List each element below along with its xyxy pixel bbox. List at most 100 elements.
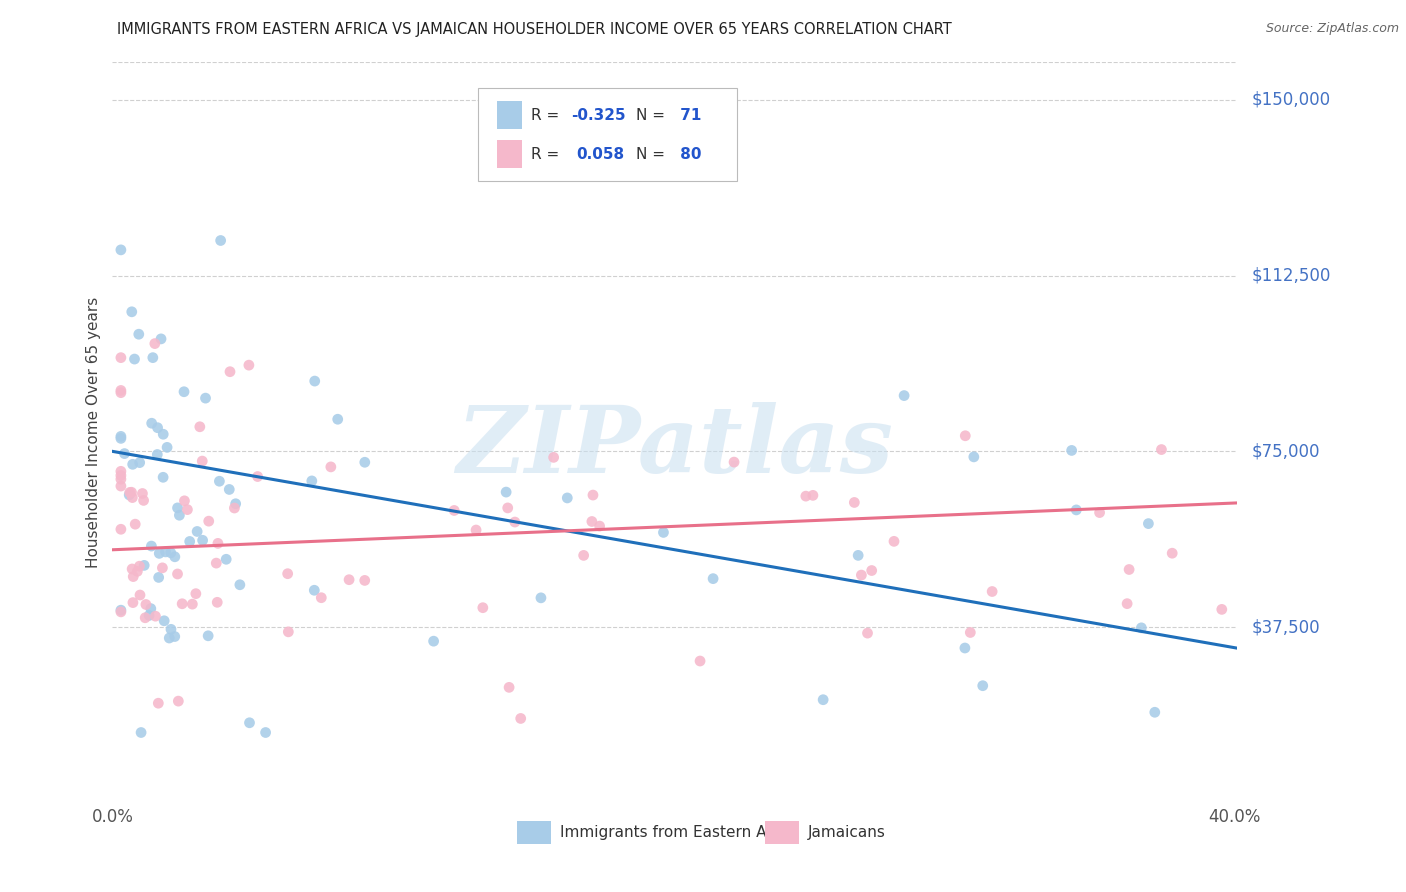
Point [163, 549, 186, 564]
Point [689, 654, 711, 668]
Point [110, 243, 132, 257]
Point [702, 572, 724, 586]
Text: $75,000: $75,000 [1251, 442, 1320, 460]
Point [129, 725, 152, 739]
Point [219, 365, 242, 379]
Point [184, 587, 207, 601]
Point [1116, 597, 1139, 611]
Point [191, 533, 214, 548]
Point [110, 468, 132, 483]
Point [110, 603, 132, 617]
Text: 80: 80 [675, 147, 702, 161]
Point [121, 458, 143, 472]
Bar [765, 822, 799, 844]
Point [254, 725, 277, 739]
Point [128, 559, 150, 574]
Point [169, 508, 191, 523]
Text: $150,000: $150,000 [1251, 91, 1330, 109]
Point [246, 469, 269, 483]
Point [122, 569, 145, 583]
Point [1066, 503, 1088, 517]
Point [121, 491, 143, 505]
Point [582, 488, 605, 502]
Point [225, 497, 247, 511]
Point [1150, 442, 1173, 457]
Point [1088, 506, 1111, 520]
Point [215, 552, 238, 566]
Point [124, 517, 146, 532]
Point [238, 358, 260, 372]
Point [138, 608, 160, 623]
Point [110, 429, 132, 443]
Point [844, 495, 866, 509]
Point [422, 634, 444, 648]
Point [972, 679, 994, 693]
Point [121, 485, 143, 500]
Point [723, 455, 745, 469]
Point [224, 501, 246, 516]
Text: R =: R = [531, 147, 569, 161]
Point [146, 420, 169, 434]
Point [1161, 546, 1184, 560]
Point [163, 630, 186, 644]
Point [148, 696, 170, 710]
Text: 0.058: 0.058 [576, 147, 624, 161]
Point [156, 441, 179, 455]
Text: N =: N = [636, 147, 669, 161]
Bar [517, 822, 551, 844]
Bar [498, 101, 522, 129]
Point [152, 427, 174, 442]
Point [301, 474, 323, 488]
Point [856, 626, 879, 640]
Point [110, 431, 132, 445]
Text: 71: 71 [675, 108, 702, 122]
Point [172, 597, 194, 611]
Point [191, 454, 214, 468]
Point [277, 624, 299, 639]
Point [846, 549, 869, 563]
Point [166, 566, 188, 581]
Point [152, 561, 174, 575]
Point [496, 500, 519, 515]
Point [145, 609, 167, 624]
Point [150, 332, 173, 346]
Point [148, 546, 170, 560]
Point [141, 416, 163, 430]
Point [311, 591, 333, 605]
Text: -0.325: -0.325 [571, 108, 626, 122]
Point [188, 419, 211, 434]
Point [981, 584, 1004, 599]
Point [134, 558, 156, 573]
Point [118, 485, 141, 500]
Point [148, 570, 170, 584]
Text: ZIPatlas: ZIPatlas [457, 402, 893, 492]
Point [135, 598, 157, 612]
Point [181, 597, 204, 611]
Point [121, 305, 143, 319]
Point [179, 534, 201, 549]
Point [465, 523, 488, 537]
Point [197, 514, 219, 528]
Point [801, 488, 824, 502]
Point [110, 384, 132, 398]
Text: Source: ZipAtlas.com: Source: ZipAtlas.com [1265, 22, 1399, 36]
Point [509, 711, 531, 725]
Point [326, 412, 349, 426]
Point [127, 565, 149, 579]
Point [953, 640, 976, 655]
Point [218, 483, 240, 497]
Point [588, 519, 610, 533]
Point [1211, 602, 1233, 616]
Point [131, 486, 153, 500]
Point [353, 455, 375, 469]
Point [207, 536, 229, 550]
Point [143, 336, 166, 351]
Point [1118, 562, 1140, 576]
Point [963, 450, 986, 464]
Point [443, 503, 465, 517]
Point [155, 545, 177, 559]
Point [153, 614, 176, 628]
Point [238, 715, 260, 730]
Point [186, 524, 208, 539]
Text: R =: R = [531, 108, 564, 122]
